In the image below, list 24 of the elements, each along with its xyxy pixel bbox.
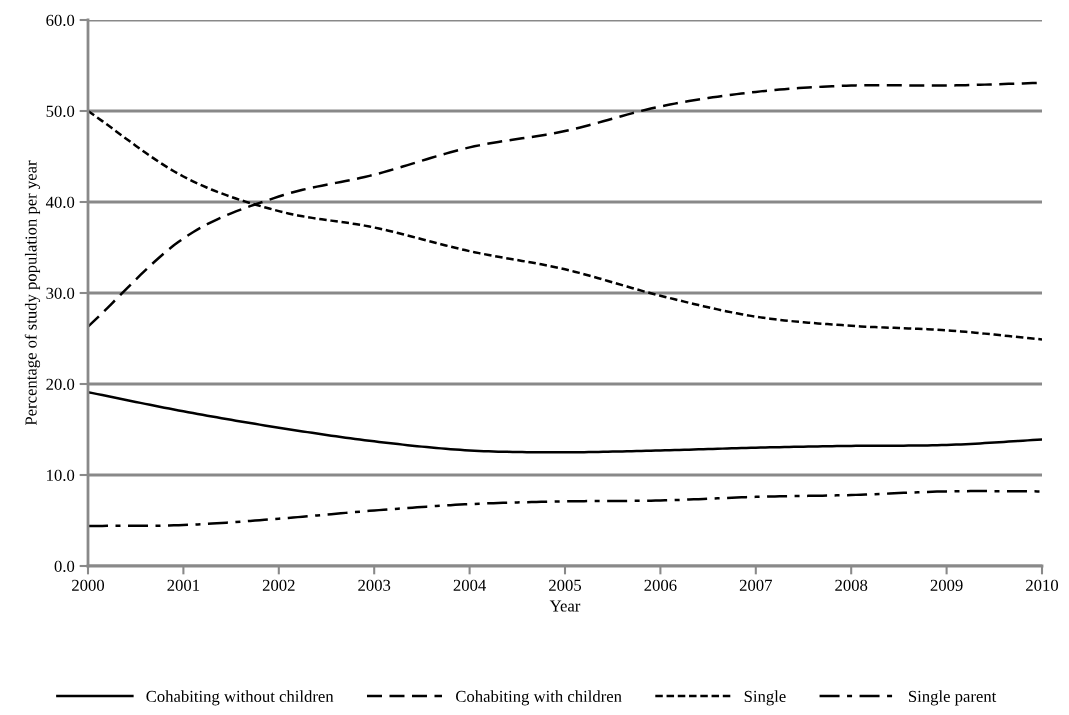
- y-tick-label: 50.0: [46, 105, 75, 118]
- y-tick-label: 10.0: [47, 469, 75, 482]
- legend-label: Cohabiting with children: [456, 690, 622, 706]
- x-axis-title: Year: [549, 600, 581, 612]
- x-tick-label: 2007: [739, 579, 772, 591]
- y-tick-label: 40.0: [45, 196, 75, 209]
- x-tick-label: 2009: [930, 579, 963, 591]
- x-tick-label: 2004: [453, 579, 487, 591]
- x-tick-label: 2000: [72, 579, 105, 591]
- x-tick-label: 2005: [549, 579, 582, 591]
- legend-label: Single parent: [909, 690, 997, 706]
- x-tick-label: 2003: [358, 579, 391, 591]
- x-tick-label: 2002: [262, 579, 295, 591]
- legend-label: Single: [744, 690, 786, 706]
- x-tick-label: 2008: [835, 579, 868, 591]
- y-tick-label: 30.0: [46, 287, 75, 300]
- x-tick-label: 2001: [167, 579, 200, 591]
- x-tick-label: 2010: [1026, 579, 1059, 591]
- x-tick-label: 2006: [644, 579, 677, 591]
- y-axis-title: Percentage of study population per year: [24, 160, 41, 426]
- y-tick-label: 20.0: [46, 378, 75, 391]
- legend-label: Cohabiting without children: [146, 690, 334, 706]
- y-tick-label: 0.0: [54, 560, 75, 573]
- y-tick-label: 60.0: [46, 14, 75, 27]
